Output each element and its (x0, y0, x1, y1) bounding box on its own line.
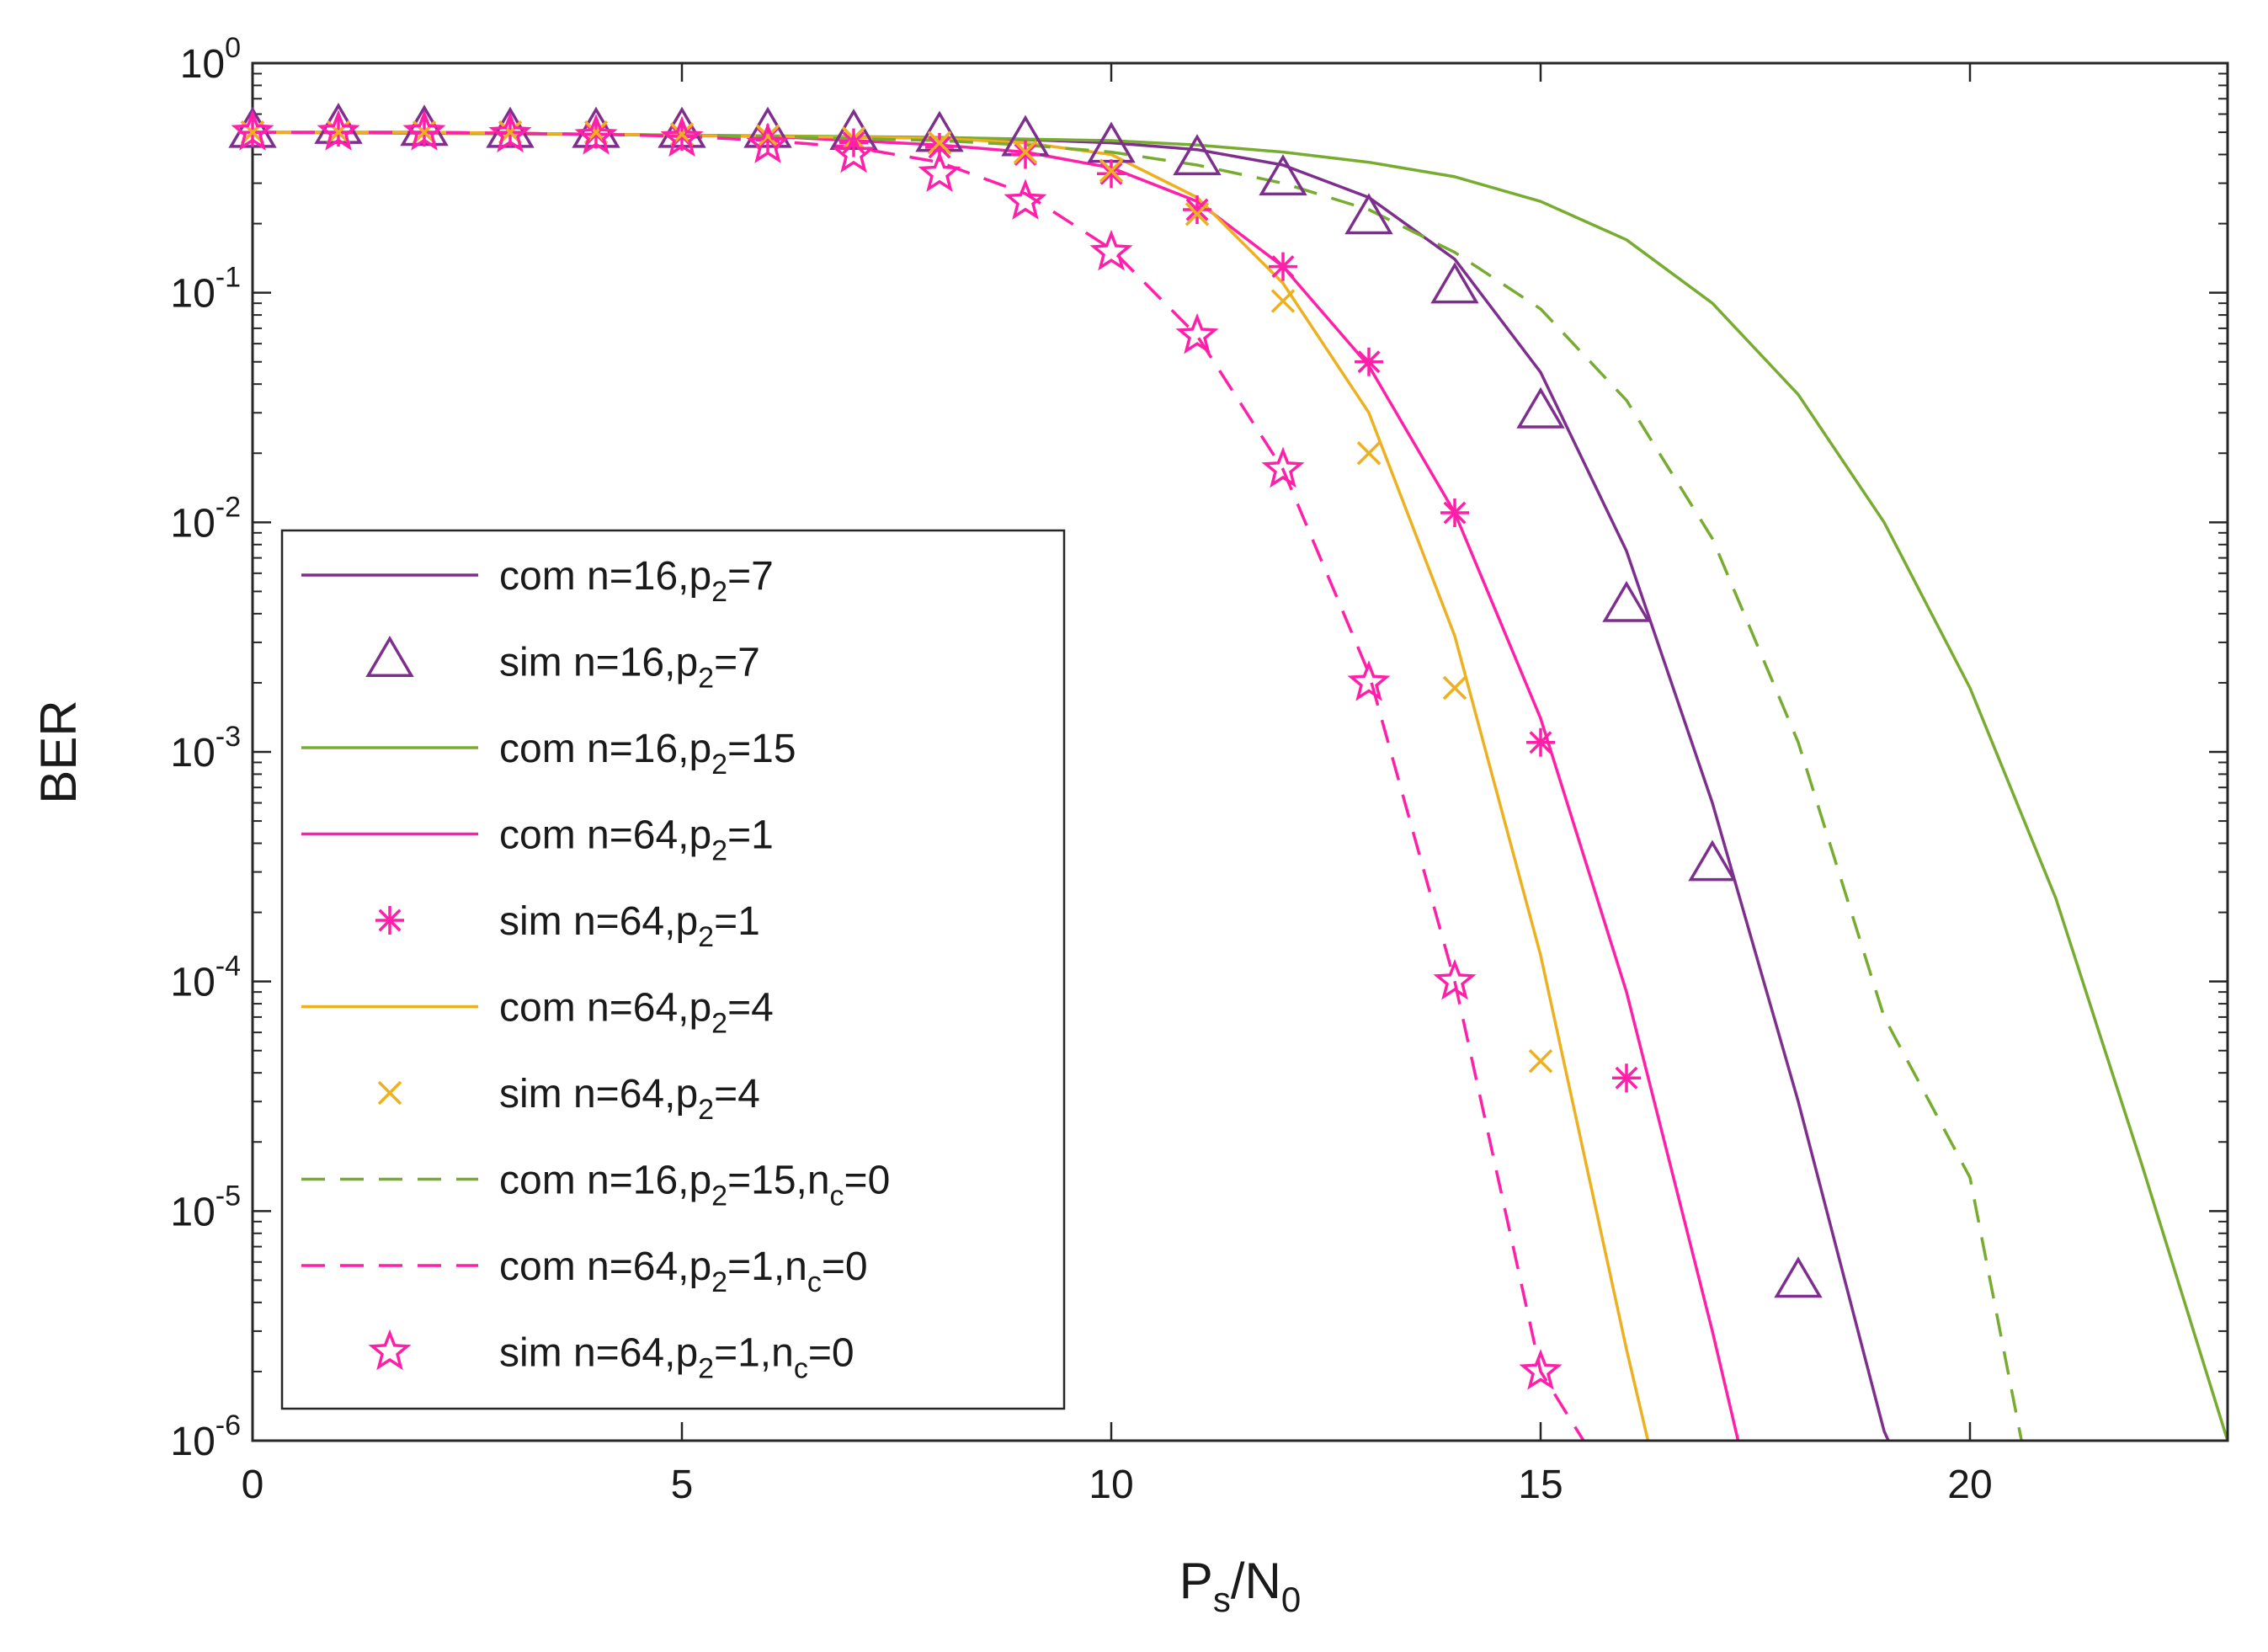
data-point-1 (1688, 839, 1737, 882)
legend-entry: sim n=64,p2=4 (377, 1072, 760, 1126)
legend-entry: sim n=16,p2=7 (365, 636, 760, 695)
data-point-6 (1270, 289, 1296, 313)
data-point-6 (1013, 140, 1038, 164)
legend-label: sim n=16,p2=7 (499, 641, 760, 695)
data-point-9 (574, 114, 618, 155)
legend-label: com n=64,p2=1 (499, 813, 774, 867)
legend-label: com n=16,p2=15 (499, 727, 796, 781)
data-point-9 (1175, 312, 1219, 354)
data-point-4 (1355, 347, 1383, 376)
y-tick-label: 10-2 (170, 491, 241, 546)
legend-swatch-marker (368, 1329, 412, 1371)
legend-label: sim n=64,p2=1 (499, 899, 760, 953)
legend-entry: com n=64,p2=1 (301, 813, 774, 867)
legend-label: sim n=64,p2=1,nc=0 (499, 1331, 854, 1385)
x-axis-label-main: P (1179, 1553, 1213, 1609)
data-point-9 (317, 109, 360, 151)
legend-entry: com n=16,p2=15 (301, 727, 796, 781)
data-point-4 (1612, 1063, 1641, 1093)
x-axis-label-mid: /N (1231, 1553, 1281, 1609)
y-tick-label: 10-3 (170, 721, 241, 775)
x-tick-label: 5 (671, 1463, 694, 1507)
data-point-9 (1519, 1349, 1563, 1390)
data-point-1 (1173, 134, 1222, 176)
legend-label: com n=64,p2=1,nc=0 (499, 1244, 868, 1298)
marker-layer (228, 102, 1823, 1390)
data-point-4 (1440, 498, 1469, 528)
legend-entry: com n=64,p2=1,nc=0 (301, 1244, 868, 1298)
data-point-1 (1774, 1256, 1823, 1298)
data-point-6 (1442, 675, 1467, 701)
legend-swatch-marker (377, 1080, 402, 1106)
data-point-9 (1433, 958, 1477, 1000)
data-point-6 (1356, 441, 1382, 466)
data-point-1 (1602, 580, 1651, 622)
data-point-6 (1099, 158, 1124, 183)
x-axis-label-sub1: s (1213, 1580, 1231, 1619)
series-line-8 (253, 131, 1585, 1441)
legend-label: com n=64,p2=4 (499, 986, 774, 1040)
plot-area-frame (251, 61, 2229, 1442)
data-point-9 (1089, 229, 1133, 271)
series-line-7 (253, 131, 2023, 1441)
data-point-9 (746, 122, 790, 163)
data-point-9 (1347, 660, 1391, 701)
y-axis-label: BER (30, 700, 87, 803)
x-tick-label: 10 (1089, 1463, 1133, 1507)
legend-entry: com n=16,p2=15,nc=0 (301, 1159, 890, 1212)
y-tick-label: 10-4 (170, 951, 241, 1005)
legend-entry: sim n=64,p2=1,nc=0 (368, 1329, 854, 1385)
data-point-9 (402, 109, 446, 151)
data-point-4 (1097, 159, 1126, 189)
legend-swatch-marker (365, 636, 414, 677)
data-point-9 (488, 111, 532, 153)
data-point-6 (927, 131, 952, 155)
data-point-9 (918, 151, 961, 192)
y-tick-label: 100 (180, 32, 241, 87)
y-tick-label: 10-6 (170, 1410, 241, 1464)
x-tick-label: 15 (1518, 1463, 1563, 1507)
legend-label: com n=16,p2=15,nc=0 (499, 1159, 890, 1212)
data-point-4 (1526, 727, 1555, 757)
x-axis-label: Ps/N0 (1179, 1553, 1301, 1619)
y-tick-label: 10-1 (170, 262, 241, 317)
series-line-2 (253, 131, 2228, 1441)
series-line-5 (253, 131, 1650, 1441)
x-tick-label: 0 (242, 1463, 264, 1507)
legend: com n=16,p2=7 sim n=16,p2=7 com n=16,p2=15… (280, 529, 1066, 1410)
legend-swatch-marker (375, 906, 404, 935)
data-point-9 (660, 115, 704, 157)
data-point-1 (1516, 386, 1565, 429)
data-point-9 (832, 131, 876, 173)
legend-entry: sim n=64,p2=1 (375, 899, 760, 953)
data-point-4 (1011, 140, 1040, 169)
x-tick-label: 20 (1947, 1463, 1992, 1507)
legend-label: com n=16,p2=7 (499, 554, 774, 608)
tick-labels: 0 5 10 15 20 100 10-1 10-2 10-3 10-4 10-5 10-6 (170, 32, 1992, 1507)
x-axis-label-sub2: 0 (1281, 1580, 1301, 1619)
data-point-4 (1269, 252, 1297, 281)
y-tick-label: 10-5 (170, 1180, 241, 1234)
data-point-9 (1261, 446, 1305, 488)
data-point-6 (755, 124, 780, 149)
data-point-6 (1185, 202, 1210, 226)
series-layer (253, 131, 2228, 1441)
data-point-1 (1259, 154, 1307, 196)
data-point-9 (231, 109, 274, 151)
legend-label: sim n=64,p2=4 (499, 1072, 760, 1126)
data-point-9 (1004, 179, 1047, 220)
legend-entry: com n=16,p2=7 (301, 554, 774, 608)
data-point-6 (1528, 1048, 1553, 1074)
data-point-4 (1183, 195, 1211, 225)
data-point-1 (1430, 262, 1479, 304)
data-point-1 (1344, 193, 1393, 235)
legend-entry: com n=64,p2=4 (301, 986, 774, 1040)
